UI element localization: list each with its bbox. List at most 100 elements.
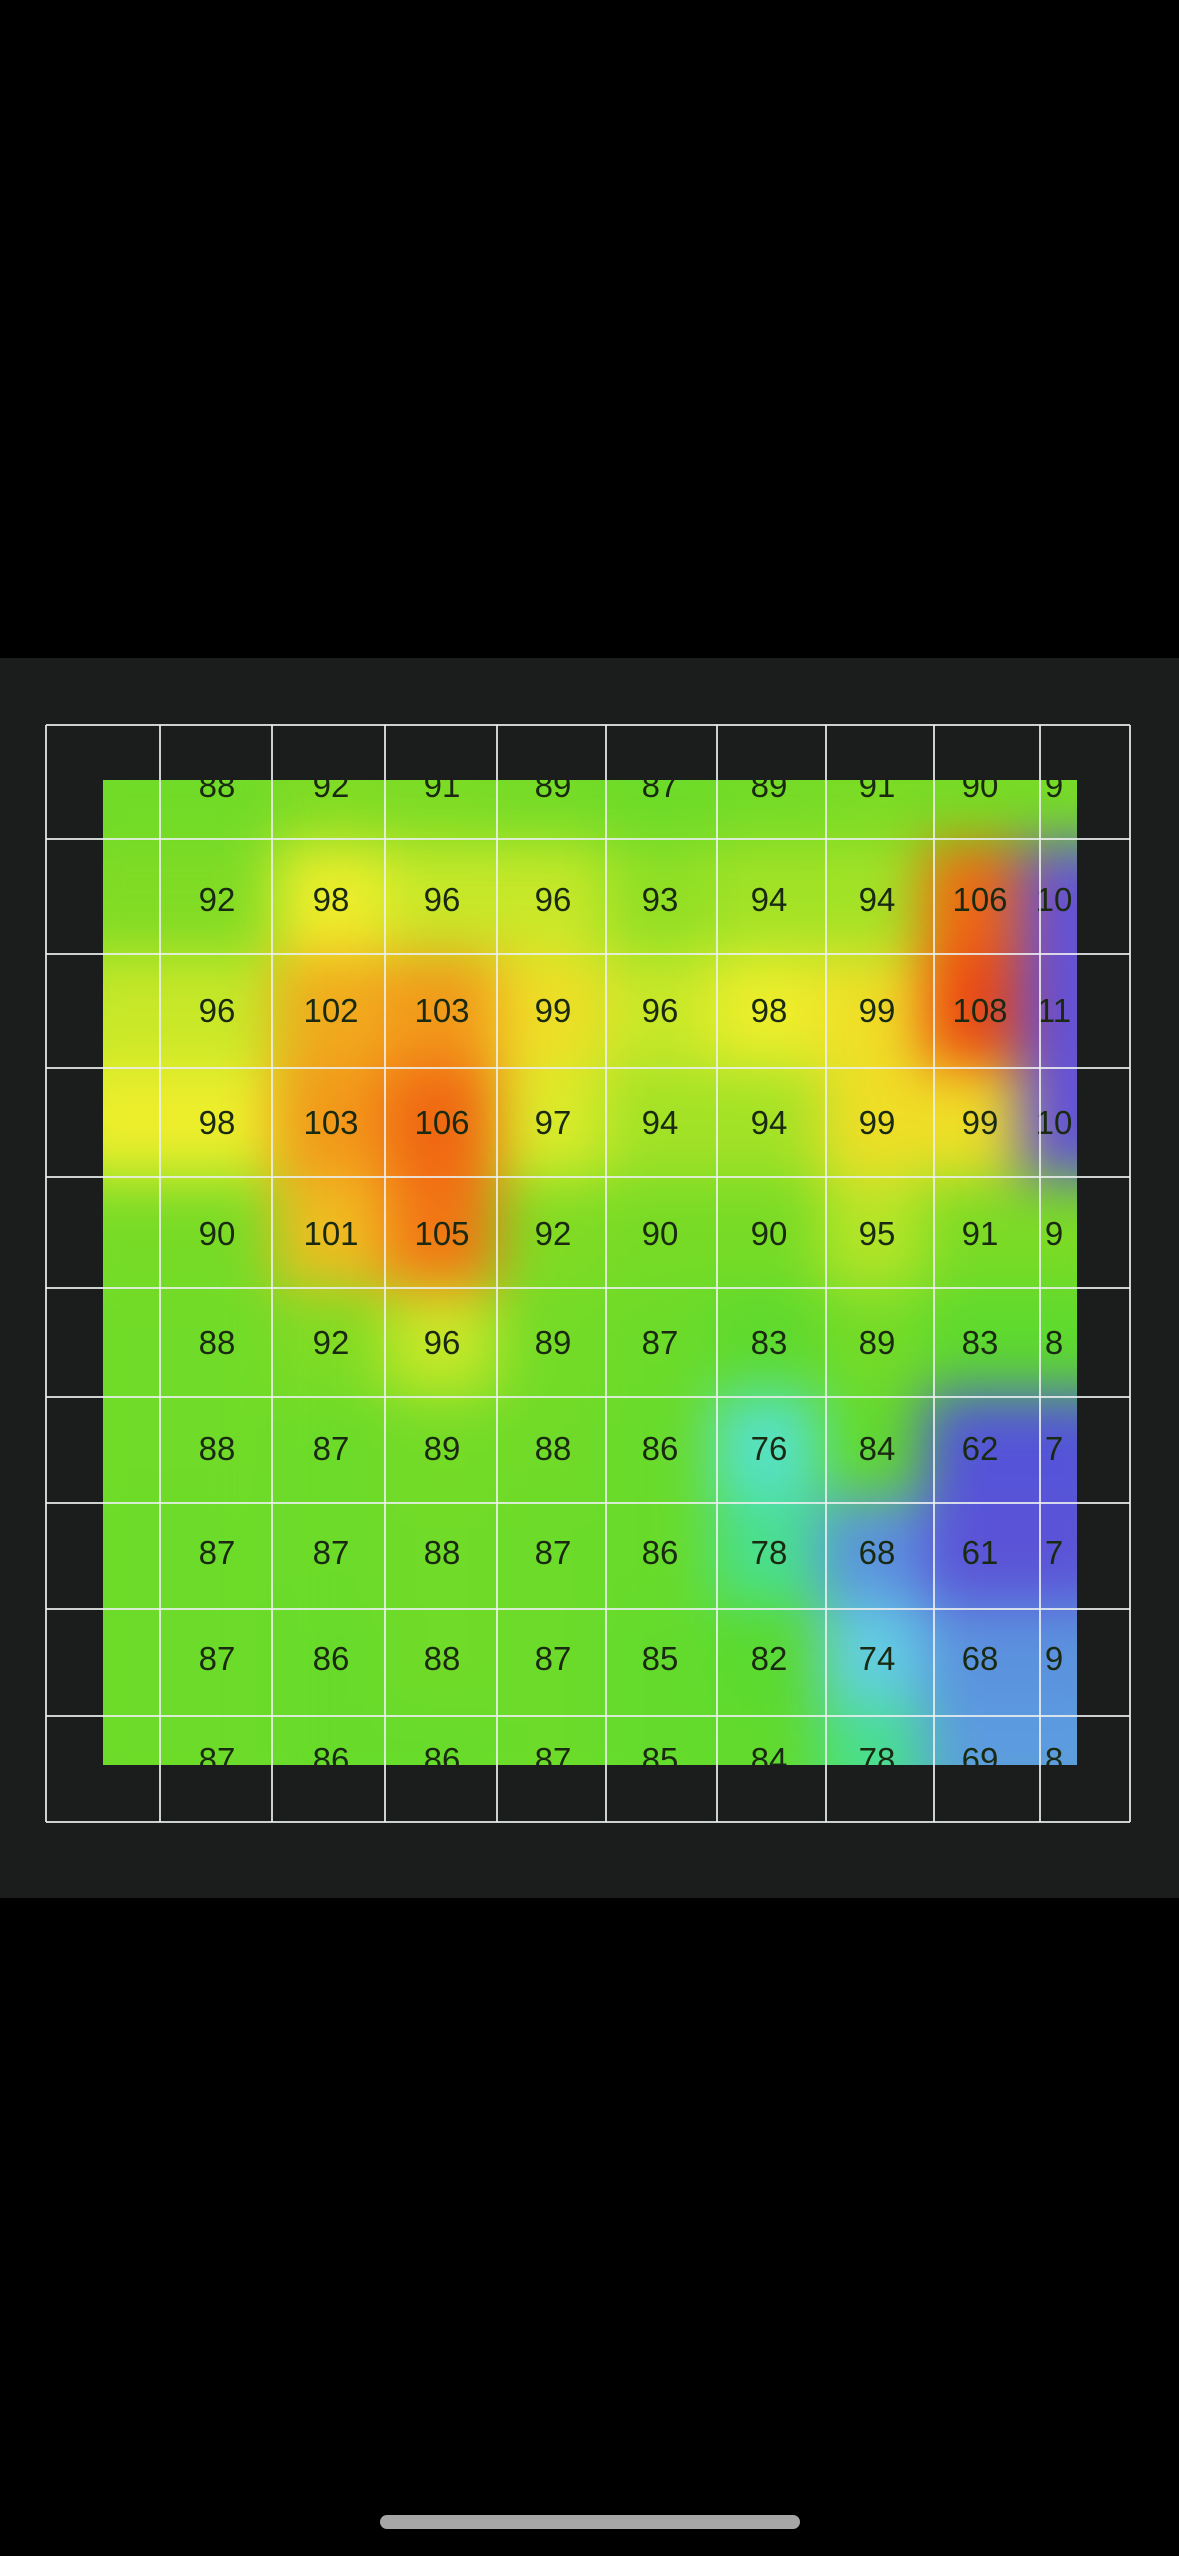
cell-value: 87	[312, 1430, 350, 1467]
cell-value: 86	[312, 1741, 350, 1765]
cell-value: 61	[961, 1534, 999, 1571]
cell-value: 84	[750, 1741, 788, 1765]
heatmap-cell	[103, 955, 170, 1067]
heatmap-cell	[604, 1287, 716, 1399]
heatmap-cell	[386, 1178, 498, 1290]
cell-value: 98	[198, 1104, 236, 1141]
heatmap-cell	[386, 1287, 498, 1399]
heatmap-cell	[924, 780, 1036, 842]
cell-value: 86	[312, 1640, 350, 1677]
cell-value: 78	[750, 1534, 788, 1571]
cell-value: 92	[534, 1215, 572, 1252]
heatmap-cell	[604, 780, 716, 842]
heatmap-cell	[604, 844, 716, 956]
heatmap-cell	[103, 1067, 170, 1179]
heatmap-cell	[1020, 780, 1077, 842]
heatmap-cell	[103, 1497, 170, 1609]
heatmap-cell	[161, 1287, 273, 1399]
cell-value: 101	[303, 1215, 359, 1252]
cell-value: 91	[423, 780, 461, 804]
cell-value: 89	[534, 780, 572, 804]
heatmap-cell	[821, 1287, 933, 1399]
cell-value: 88	[423, 1534, 461, 1571]
heatmap-cell	[497, 1497, 609, 1609]
cell-value: 106	[952, 881, 1008, 918]
cell-value: 74	[858, 1640, 896, 1677]
cell-value: 86	[641, 1430, 679, 1467]
heatmap-cell	[275, 1603, 387, 1715]
heatmap-cell	[713, 955, 825, 1067]
cell-value: 91	[961, 1215, 999, 1252]
heatmap-cell	[604, 1178, 716, 1290]
cell-value: 84	[858, 1430, 896, 1467]
heatmap-cell	[161, 844, 273, 956]
cell-value: 89	[534, 1324, 572, 1361]
heatmap-cell	[1020, 844, 1077, 956]
cell-value: 99	[858, 992, 896, 1029]
heatmap-cell	[924, 1603, 1036, 1715]
heatmap-labels: 8892918987899190929298969693949410610496…	[103, 780, 1077, 1765]
heatmap-cell	[713, 1497, 825, 1609]
cell-value: 89	[423, 1430, 461, 1467]
heatmap-cell	[497, 1067, 609, 1179]
heatmap-cell	[386, 1497, 498, 1609]
cell-value: 94	[750, 1104, 788, 1141]
cell-value: 103	[303, 1104, 359, 1141]
heatmap-cell	[1020, 1497, 1077, 1609]
heatmap-cell	[103, 1603, 170, 1715]
heatmap-cell	[497, 1287, 609, 1399]
heatmap-cell	[497, 780, 609, 842]
cell-value: 85	[641, 1640, 679, 1677]
heatmap-cell	[604, 1393, 716, 1505]
heatmap-cell	[275, 1067, 387, 1179]
heatmap-cell	[275, 1287, 387, 1399]
heatmap-cell	[161, 780, 273, 842]
heatmap-cell	[1020, 1287, 1077, 1399]
heatmap-cell	[497, 1704, 609, 1765]
cell-value: 88	[198, 1430, 236, 1467]
cell-value: 88	[423, 1640, 461, 1677]
cell-value: 69	[961, 1741, 999, 1765]
cell-value: 95	[858, 1215, 896, 1252]
heatmap-cell	[161, 1603, 273, 1715]
cell-value: 98	[312, 881, 350, 918]
heatmap-cell	[713, 1603, 825, 1715]
heatmap-cell	[275, 1704, 387, 1765]
cell-value: 94	[858, 881, 896, 918]
cell-value: 68	[858, 1534, 896, 1571]
heatmap-cell	[386, 955, 498, 1067]
cell-value: 76	[750, 1430, 788, 1467]
cell-value: 87	[641, 780, 679, 804]
cell-value: 108	[952, 992, 1008, 1029]
cell-value: 87	[641, 1324, 679, 1361]
cell-value: 102	[303, 992, 359, 1029]
cell-value: 86	[423, 1741, 461, 1765]
cell-value: 94	[641, 1104, 679, 1141]
cell-value: 96	[423, 881, 461, 918]
heatmap-cell	[924, 1393, 1036, 1505]
heatmap-cell	[386, 1067, 498, 1179]
heatmap-cell	[275, 844, 387, 956]
heatmap-cell	[497, 844, 609, 956]
heatmap-cell	[924, 844, 1036, 956]
heatmap-cell	[386, 780, 498, 842]
heatmap-cell	[713, 1704, 825, 1765]
cell-value: 10	[1035, 881, 1073, 918]
cell-value: 87	[534, 1640, 572, 1677]
cell-value: 83	[750, 1324, 788, 1361]
heatmap-cell	[1020, 1603, 1077, 1715]
cell-value: 105	[414, 1215, 470, 1252]
cell-value: 68	[961, 1640, 999, 1677]
heatmap-cell	[713, 1287, 825, 1399]
heatmap-cell	[161, 1067, 273, 1179]
cell-value: 87	[198, 1741, 236, 1765]
heatmap: 8892918987899190929298969693949410610496…	[103, 780, 1077, 1765]
cell-value: 9	[1044, 1640, 1064, 1677]
heatmap-cell	[161, 1393, 273, 1505]
heatmap-cell	[713, 1067, 825, 1179]
cell-value: 103	[414, 992, 470, 1029]
home-indicator[interactable]	[380, 2515, 800, 2529]
cell-value: 87	[198, 1534, 236, 1571]
heatmap-cell	[604, 1603, 716, 1715]
cell-value: 78	[858, 1741, 896, 1765]
